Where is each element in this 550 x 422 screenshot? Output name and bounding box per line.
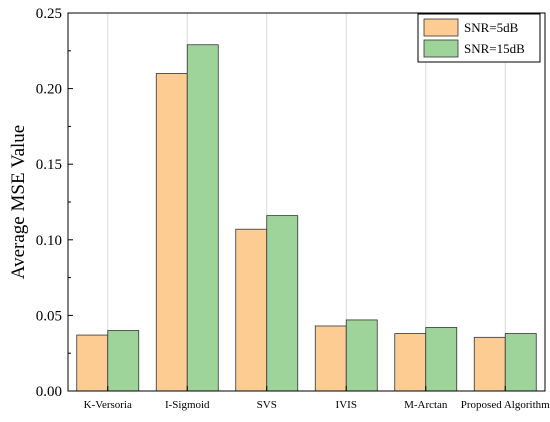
y-tick-label: 0.15 xyxy=(36,157,62,173)
bar-snr15 xyxy=(504,333,537,392)
legend-swatch xyxy=(423,18,459,37)
bar-snr15 xyxy=(345,319,378,392)
legend: SNR=5dB SNR=15dB xyxy=(417,13,541,63)
bars xyxy=(76,44,537,392)
bar-snr5 xyxy=(235,228,268,392)
bar-snr15 xyxy=(266,215,299,392)
x-category-label: IVIS xyxy=(336,399,357,411)
x-category-label: M-Arctan xyxy=(404,399,448,411)
axis-ticks: 0.00 0.05 0.10 0.15 0.20 0.25 K-Versoria I-Sigm… xyxy=(36,6,550,411)
bar-snr5 xyxy=(76,334,109,392)
bar-snr5 xyxy=(314,325,347,392)
y-tick-label: 0.10 xyxy=(36,233,62,249)
bar-snr5 xyxy=(394,333,427,392)
y-tick-label: 0.05 xyxy=(36,308,62,324)
x-category-label: I-Sigmoid xyxy=(165,399,210,411)
bar-snr15 xyxy=(107,330,140,392)
bar-snr15 xyxy=(186,44,219,392)
y-axis-title: Average MSE Value xyxy=(8,125,29,279)
legend-swatch xyxy=(423,39,459,58)
legend-label: SNR=5dB xyxy=(464,20,519,35)
bar-snr5 xyxy=(473,336,506,392)
y-tick-label: 0.20 xyxy=(36,82,62,98)
bar-snr5 xyxy=(155,73,188,392)
x-category-label: K-Versoria xyxy=(84,399,132,411)
y-tick-label: 0.25 xyxy=(36,6,62,22)
x-category-label: SVS xyxy=(257,399,277,411)
x-category-label: Proposed Algorithm xyxy=(461,399,550,411)
legend-label: SNR=15dB xyxy=(464,41,525,56)
bar-snr15 xyxy=(425,327,458,392)
y-tick-label: 0.00 xyxy=(36,384,62,400)
plot-frame xyxy=(67,12,546,392)
